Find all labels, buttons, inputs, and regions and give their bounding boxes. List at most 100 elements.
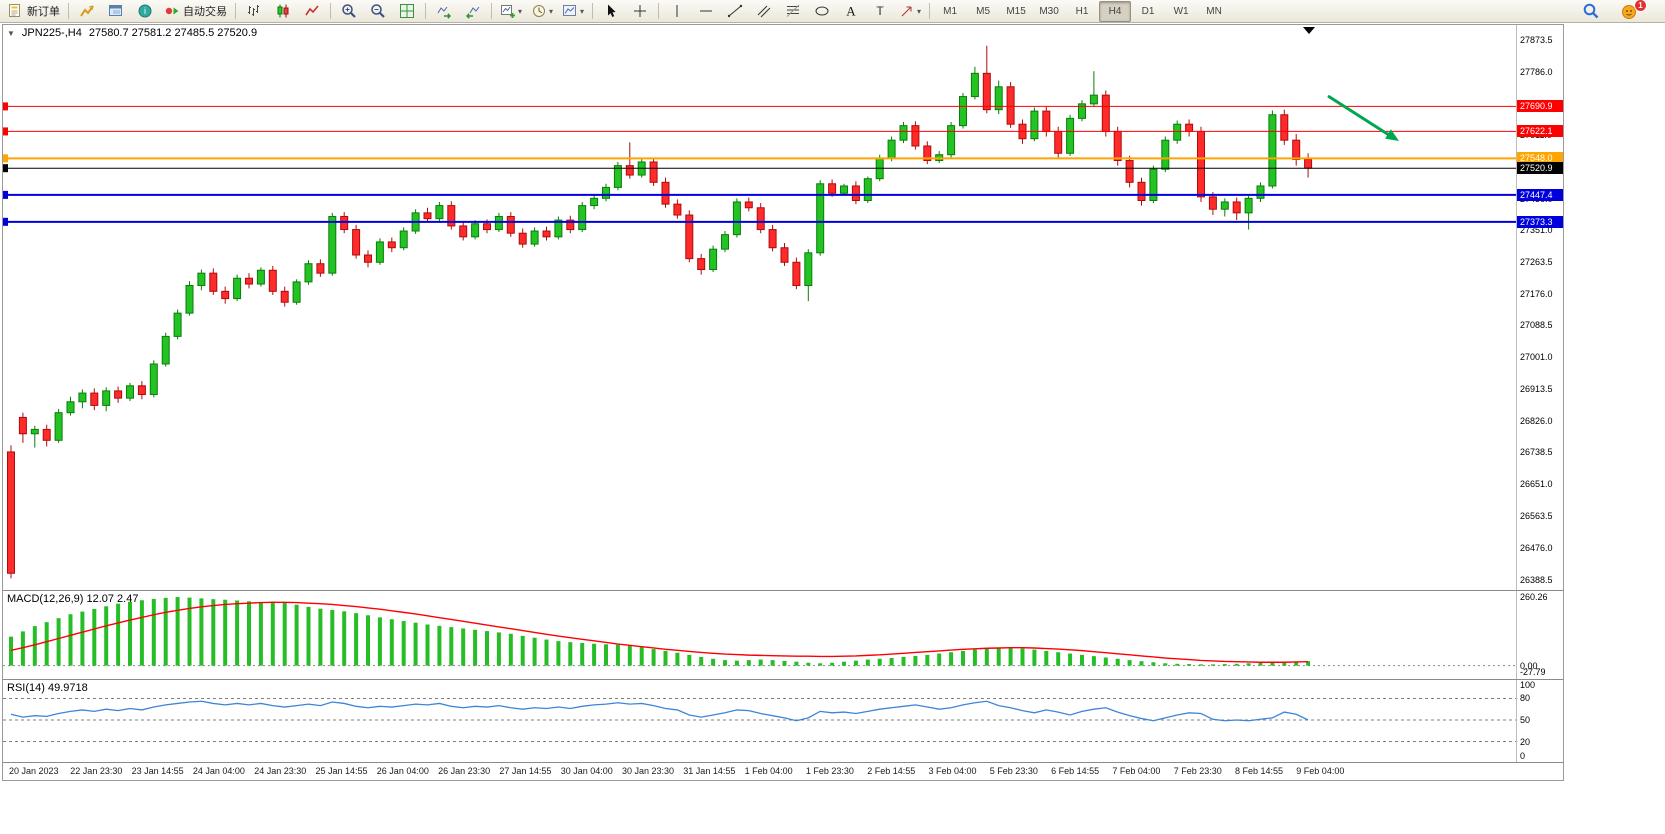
vline-icon (669, 3, 685, 19)
time-axis-label: 23 Jan 14:55 (131, 766, 184, 776)
top-toolbar: 新订单 i 自动交易 ▾ ▾ ▾ A T ▾ M1 M5 M15 M30 H1 H4 D1 W1 MN 1 (0, 0, 1665, 23)
price-chart[interactable] (3, 25, 1519, 590)
timeframe-m5-button[interactable]: M5 (976, 5, 991, 17)
macd-panel[interactable]: MACD(12,26,9) 12.07 2.47 260.26 0.00 -27.7… (3, 591, 1563, 680)
toolbar-separator (491, 3, 492, 19)
price-line-tag: 27520.9 (1517, 162, 1563, 175)
rsi-tick-label: 50 (1520, 715, 1531, 725)
timeframe-h1-button[interactable]: H1 (1075, 5, 1089, 17)
time-axis-label: 30 Jan 04:00 (560, 766, 613, 776)
chart-end-marker (1303, 27, 1315, 34)
crosshair-button[interactable] (626, 1, 654, 22)
toolbar-separator (235, 3, 236, 19)
search-button[interactable] (1577, 1, 1605, 22)
data-window-button[interactable] (102, 1, 130, 22)
dropdown-arrow-icon: ▾ (518, 6, 523, 16)
timeframe-h4-button[interactable]: H4 (1099, 0, 1132, 22)
time-axis-label: 22 Jan 23:30 (70, 766, 123, 776)
time-axis-label: 24 Jan 23:30 (254, 766, 307, 776)
price-line-tag: 27447.4 (1517, 188, 1563, 201)
candlestick-button[interactable] (269, 1, 297, 22)
timeframe-m15-button[interactable]: M15 (1006, 5, 1026, 17)
market-watch-button[interactable] (73, 1, 101, 22)
price-panel[interactable]: ▼ JPN225-,H4 27580.7 27581.2 27485.5 275… (3, 25, 1563, 591)
collapse-icon[interactable]: ▼ (7, 28, 15, 38)
time-axis-label: 24 Jan 04:00 (192, 766, 245, 776)
label-button[interactable]: T (866, 1, 894, 22)
price-axis[interactable]: 27873.527786.027698.527611.027523.527436… (1516, 25, 1563, 590)
bar-chart-icon (246, 3, 262, 19)
horizontal-line-button[interactable] (692, 1, 720, 22)
shapes-button[interactable] (808, 1, 836, 22)
tile-windows-icon (399, 3, 415, 19)
time-axis-label: 7 Feb 23:30 (1173, 766, 1222, 776)
new-order-button[interactable]: 新订单 (4, 1, 64, 22)
auto-scroll-button[interactable] (430, 1, 458, 22)
notifications-button[interactable]: 1 (1615, 0, 1647, 22)
templates-icon (562, 3, 578, 19)
time-axis-label: 5 Feb 23:30 (989, 766, 1038, 776)
timeframe-w1-button[interactable]: W1 (1173, 5, 1189, 17)
channel-button[interactable] (750, 1, 778, 22)
text-button[interactable]: A (837, 1, 865, 22)
zoom-in-button[interactable] (335, 1, 363, 22)
auto-scroll-icon (436, 3, 452, 19)
time-axis-label: 27 Jan 14:55 (499, 766, 552, 776)
chart-shift-button[interactable] (459, 1, 487, 22)
svg-text:T: T (876, 4, 884, 18)
rsi-tick-label: 80 (1520, 693, 1531, 704)
time-axis-label: 20 Jan 2023 (9, 766, 59, 776)
chart-shift-icon (465, 3, 481, 19)
dropdown-arrow-icon: ▾ (917, 6, 922, 16)
cursor-button[interactable] (597, 1, 625, 22)
cursor-icon (603, 3, 619, 19)
price-tick-label: 26826.0 (1520, 415, 1553, 426)
trendline-button[interactable] (721, 1, 749, 22)
timeframe-m1-button[interactable]: M1 (943, 5, 958, 17)
rsi-axis[interactable]: 100 80 50 20 0 (1516, 680, 1563, 762)
toolbar-separator (929, 3, 931, 19)
fibonacci-icon (785, 3, 801, 19)
macd-axis[interactable]: 260.26 0.00 -27.79 (1516, 591, 1563, 679)
vertical-line-button[interactable] (663, 1, 691, 22)
label-icon: T (872, 3, 888, 19)
timeframe-d1-button[interactable]: D1 (1141, 5, 1155, 17)
new-order-icon (8, 3, 24, 19)
toolbar-left-groups: 新订单 i 自动交易 ▾ ▾ ▾ A T ▾ M1 M5 M15 M30 H1 H4 D1 W1 MN (4, 0, 1230, 22)
macd-tick-label: 0.00 (1520, 660, 1538, 671)
fibonacci-button[interactable] (779, 1, 807, 22)
time-axis-label: 31 Jan 14:55 (683, 766, 736, 776)
price-line-tag: 27373.3 (1517, 215, 1563, 228)
auto-trading-button[interactable]: 自动交易 (160, 1, 231, 22)
price-tick-label: 27088.5 (1520, 320, 1553, 331)
zoom-out-button[interactable] (364, 1, 392, 22)
profiles-button[interactable]: ▾ (527, 1, 557, 22)
time-axis[interactable]: 20 Jan 2023 22 Jan 23:30 23 Jan 14:55 24 Ja… (3, 763, 1563, 779)
rsi-tick-label: 100 (1520, 680, 1536, 690)
bar-chart-button[interactable] (240, 1, 268, 22)
rsi-tick-label: 0 (1520, 751, 1526, 761)
time-axis-label: 6 Feb 14:55 (1051, 766, 1100, 776)
templates-button[interactable]: ▾ (558, 1, 588, 22)
navigator-button[interactable]: i (131, 1, 159, 22)
chart-header: ▼ JPN225-,H4 27580.7 27581.2 27485.5 275… (7, 27, 257, 39)
data-window-icon (108, 3, 124, 19)
dropdown-arrow-icon: ▾ (549, 6, 554, 16)
svg-text:A: A (846, 4, 856, 19)
timeframe-mn-button[interactable]: MN (1206, 5, 1222, 17)
price-tick-label: 27873.5 (1520, 35, 1553, 46)
line-chart-button[interactable] (298, 1, 326, 22)
time-axis-label: 26 Jan 04:00 (376, 766, 429, 776)
tile-windows-button[interactable] (393, 1, 421, 22)
price-tick-label: 27176.0 (1520, 288, 1553, 299)
new-chart-button[interactable]: ▾ (496, 1, 526, 22)
zoom-out-icon (370, 3, 386, 19)
svg-text:i: i (144, 6, 146, 16)
toolbar-right-groups: 1 (1577, 0, 1661, 22)
timeframe-m30-button[interactable]: M30 (1039, 5, 1059, 17)
time-axis-label: 1 Feb 23:30 (805, 766, 854, 776)
arrows-button[interactable]: ▾ (895, 1, 925, 22)
search-icon (1583, 3, 1599, 19)
price-tick-label: 26913.5 (1520, 383, 1553, 394)
rsi-panel[interactable]: RSI(14) 49.9718 100 80 50 20 0 (3, 680, 1563, 763)
